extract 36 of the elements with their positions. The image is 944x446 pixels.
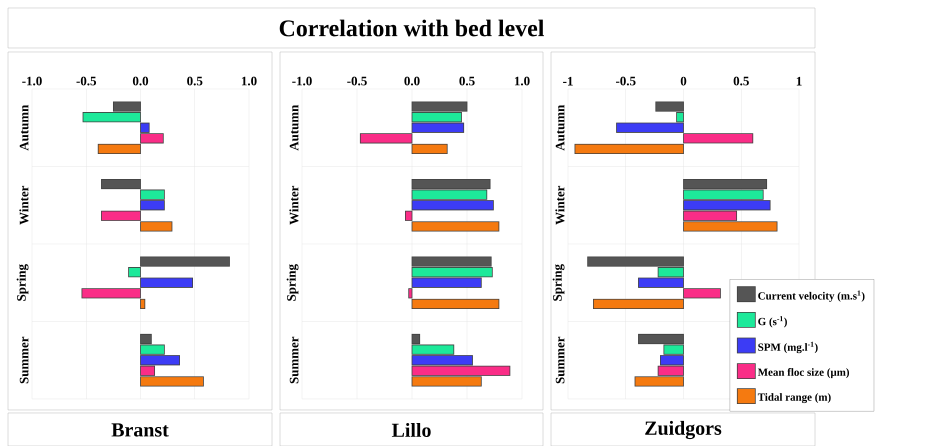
x-tick-label: -1.0: [22, 76, 42, 86]
y-tick-label: Winter: [19, 186, 28, 225]
x-tick-label: 1.0: [514, 76, 530, 86]
y-tick-label: Autumn: [290, 104, 298, 151]
legend-label: SPM (mg.l$^{-1}$): [758, 342, 818, 354]
x-axis-title: Branst: [112, 423, 169, 437]
x-tick-label: 0.5: [459, 76, 475, 86]
x-tick-label: -1: [563, 76, 573, 86]
legend-label: G (s$^{-1}$): [758, 316, 787, 328]
y-tick-label: Autumn: [20, 104, 28, 151]
y-tick-label: Spring: [16, 264, 28, 301]
x-tick-label: 0.0: [404, 76, 420, 86]
x-tick-label: 0.5: [187, 76, 202, 86]
y-tick-label: Autumn: [556, 104, 564, 151]
y-tick-label: Spring: [286, 264, 298, 301]
y-tick-label: Summer: [20, 336, 28, 384]
text: Correlation with bed level: [280, 20, 544, 36]
x-tick-label: 0.5: [734, 76, 749, 86]
y-tick-label: Spring: [552, 264, 564, 301]
x-tick-label: 0.0: [132, 76, 148, 86]
x-tick-label: -0.5: [616, 76, 636, 86]
x-tick-label: 1.0: [242, 76, 257, 86]
x-tick-label: 0: [680, 76, 686, 86]
y-tick-label: Summer: [290, 336, 298, 384]
x-axis-title: Lillo: [392, 422, 431, 437]
legend-label: Mean floc size (µm): [758, 368, 850, 378]
y-tick-label: Summer: [556, 336, 564, 384]
x-tick-label: -0.5: [347, 76, 367, 86]
x-tick-label: 1: [796, 76, 802, 86]
x-tick-label: -0.5: [76, 76, 96, 86]
x-axis-title: Zuidgors: [645, 420, 722, 440]
legend-label: Tidal range (m): [758, 393, 831, 404]
x-tick-label: -1.0: [292, 76, 312, 86]
y-tick-label: Winter: [555, 186, 564, 225]
y-tick-label: Winter: [289, 186, 298, 225]
legend-label: Current velocity (m.s$^{1}$): [758, 290, 865, 302]
